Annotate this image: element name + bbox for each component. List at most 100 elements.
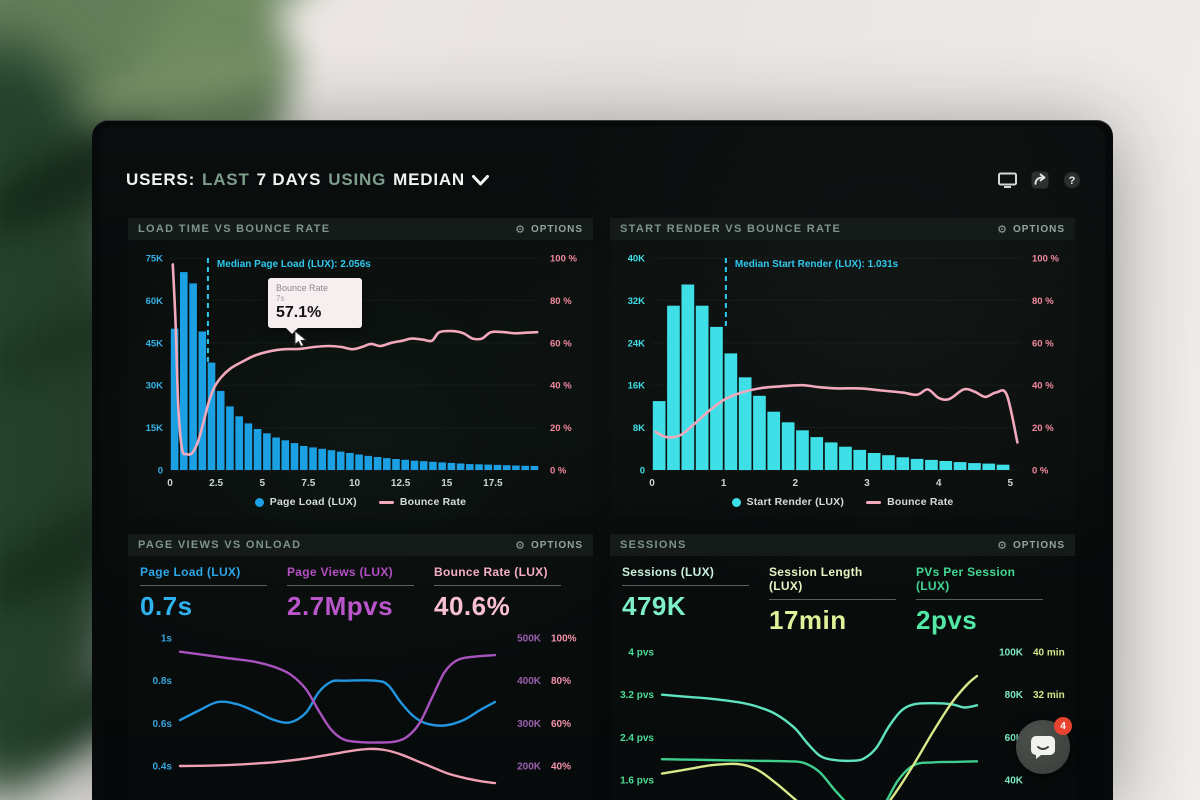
svg-text:15K: 15K — [146, 423, 164, 434]
svg-text:45K: 45K — [146, 338, 164, 349]
svg-text:2.5: 2.5 — [209, 478, 223, 489]
legend-line — [866, 500, 882, 504]
gear-icon: ⚙ — [997, 538, 1008, 552]
options-button[interactable]: ⚙ OPTIONS — [997, 222, 1065, 236]
svg-text:24K: 24K — [628, 338, 646, 349]
svg-text:1s: 1s — [161, 634, 173, 645]
metric-value: 2.7Mpvs — [287, 591, 394, 621]
chart-legend: Page Load (LUX) Bounce Rate — [128, 496, 593, 508]
title-part: USERS: — [126, 170, 196, 189]
panel-title: LOAD TIME VS BOUNCE RATE — [138, 223, 331, 235]
svg-text:0.8s: 0.8s — [153, 676, 173, 687]
panel-page-views-vs-onload: PAGE VIEWS VS ONLOAD ⚙ OPTIONS Page Load … — [128, 534, 593, 800]
svg-text:400K: 400K — [517, 676, 542, 687]
metric-cards: Page Load (LUX) 0.7s Page Views (LUX) 2.… — [128, 556, 593, 622]
options-button[interactable]: ⚙ OPTIONS — [515, 538, 583, 552]
panel-title: PAGE VIEWS VS ONLOAD — [138, 539, 302, 551]
svg-text:5: 5 — [1007, 478, 1013, 489]
metric-value: 0.7s — [140, 591, 193, 621]
svg-text:300K: 300K — [517, 719, 542, 730]
svg-text:16K: 16K — [628, 381, 646, 392]
svg-text:100%: 100% — [551, 634, 577, 645]
metric-page-views: Page Views (LUX) 2.7Mpvs — [287, 565, 434, 622]
dashboard-screen: USERS: LAST 7 DAYS USING MEDIAN ? — [100, 126, 1105, 800]
svg-text:60K: 60K — [146, 296, 164, 307]
svg-text:1: 1 — [721, 478, 727, 489]
svg-text:7.5: 7.5 — [301, 478, 315, 489]
svg-text:32K: 32K — [628, 296, 646, 307]
metric-cards: Sessions (LUX) 479K Session Length (LUX)… — [610, 556, 1075, 636]
share-icon[interactable] — [1031, 171, 1049, 189]
svg-text:3.2 pvs: 3.2 pvs — [620, 690, 654, 701]
dashboard-header: USERS: LAST 7 DAYS USING MEDIAN ? — [126, 170, 1081, 190]
metric-value: 40.6% — [434, 591, 511, 621]
svg-text:0: 0 — [649, 478, 655, 489]
svg-text:100 %: 100 % — [550, 254, 577, 265]
panel-header: LOAD TIME VS BOUNCE RATE ⚙ OPTIONS — [128, 218, 593, 240]
svg-text:32 min: 32 min — [1033, 690, 1065, 701]
svg-text:0 %: 0 % — [1032, 466, 1049, 477]
title-part: LAST — [202, 170, 250, 189]
sessions-line-chart[interactable]: 4 pvs 100K 40 min 3.2 pvs 80K 32 min 2.4 pvs 60… — [610, 640, 1075, 800]
svg-text:40 %: 40 % — [1032, 381, 1054, 392]
start-render-histogram-chart[interactable]: 40K 100 % 32K 80 % 24K 60 % 16K 40 % 8K 20 % 0 0 % 0… — [610, 244, 1075, 496]
chat-widget-button[interactable]: 4 — [1016, 717, 1072, 774]
gear-icon: ⚙ — [515, 538, 526, 552]
svg-text:0.4s: 0.4s — [153, 762, 173, 773]
svg-text:20 %: 20 % — [1032, 423, 1054, 434]
svg-text:60 %: 60 % — [550, 338, 572, 349]
chart-legend: Start Render (LUX) Bounce Rate — [610, 496, 1075, 508]
svg-text:30K: 30K — [146, 381, 164, 392]
svg-text:10: 10 — [349, 478, 361, 489]
options-button[interactable]: ⚙ OPTIONS — [997, 538, 1065, 552]
title-part: 7 DAYS — [256, 170, 322, 189]
svg-text:?: ? — [1069, 175, 1076, 187]
metric-value: 2pvs — [916, 605, 978, 635]
panel-header: START RENDER VS BOUNCE RATE ⚙ OPTIONS — [610, 218, 1075, 240]
panel-title: SESSIONS — [620, 539, 687, 551]
svg-text:100K: 100K — [999, 648, 1024, 659]
metric-pvs-per-session: PVs Per Session (LUX) 2pvs — [916, 565, 1063, 636]
laptop: USERS: LAST 7 DAYS USING MEDIAN ? — [92, 120, 1113, 800]
gear-icon: ⚙ — [515, 222, 526, 236]
svg-text:80%: 80% — [551, 676, 571, 687]
svg-text:60K: 60K — [1005, 733, 1024, 744]
hover-tooltip: Bounce Rate 7s 57.1% — [268, 278, 362, 334]
svg-text:80K: 80K — [1005, 690, 1024, 701]
panel-header: SESSIONS ⚙ OPTIONS — [610, 534, 1075, 556]
svg-text:3: 3 — [864, 478, 870, 489]
dashboard-title-dropdown[interactable]: USERS: LAST 7 DAYS USING MEDIAN — [126, 170, 489, 190]
tooltip-value: 57.1% — [276, 304, 322, 321]
panel-title: START RENDER VS BOUNCE RATE — [620, 223, 842, 235]
metric-bounce-rate: Bounce Rate (LUX) 40.6% — [434, 565, 581, 622]
svg-text:75K: 75K — [146, 254, 164, 265]
metric-sessions: Sessions (LUX) 479K — [622, 565, 769, 636]
svg-text:60%: 60% — [551, 719, 571, 730]
svg-text:40K: 40K — [1005, 776, 1024, 787]
svg-text:500K: 500K — [517, 634, 542, 645]
svg-text:200K: 200K — [517, 762, 542, 773]
svg-text:40 min: 40 min — [1033, 648, 1065, 659]
page-views-line-chart[interactable]: 1s 500K 100% 0.8s 400K 80% 0.6s 300K 60% 0.4s 200K… — [128, 626, 593, 800]
svg-text:15: 15 — [441, 478, 453, 489]
svg-text:40K: 40K — [628, 254, 646, 265]
options-button[interactable]: ⚙ OPTIONS — [515, 222, 583, 236]
panel-header: PAGE VIEWS VS ONLOAD ⚙ OPTIONS — [128, 534, 593, 556]
tooltip-x-value: 7s — [276, 294, 285, 303]
svg-text:8K: 8K — [633, 423, 645, 434]
svg-text:0: 0 — [167, 478, 173, 489]
display-icon[interactable] — [998, 172, 1017, 188]
svg-text:4 pvs: 4 pvs — [628, 648, 654, 659]
tooltip-series: Bounce Rate — [276, 283, 329, 293]
legend-line — [378, 500, 394, 504]
metric-value: 479K — [622, 591, 687, 621]
svg-text:Median Page Load (LUX): 2.056s: Median Page Load (LUX): 2.056s — [217, 259, 371, 270]
svg-text:2.4 pvs: 2.4 pvs — [620, 733, 654, 744]
help-icon[interactable]: ? — [1063, 171, 1081, 189]
svg-text:1.6 pvs: 1.6 pvs — [620, 776, 654, 787]
chevron-down-icon — [472, 174, 489, 185]
svg-text:40%: 40% — [551, 762, 571, 773]
svg-text:80 %: 80 % — [550, 296, 572, 307]
svg-text:80 %: 80 % — [1032, 296, 1054, 307]
svg-text:4: 4 — [936, 478, 942, 489]
